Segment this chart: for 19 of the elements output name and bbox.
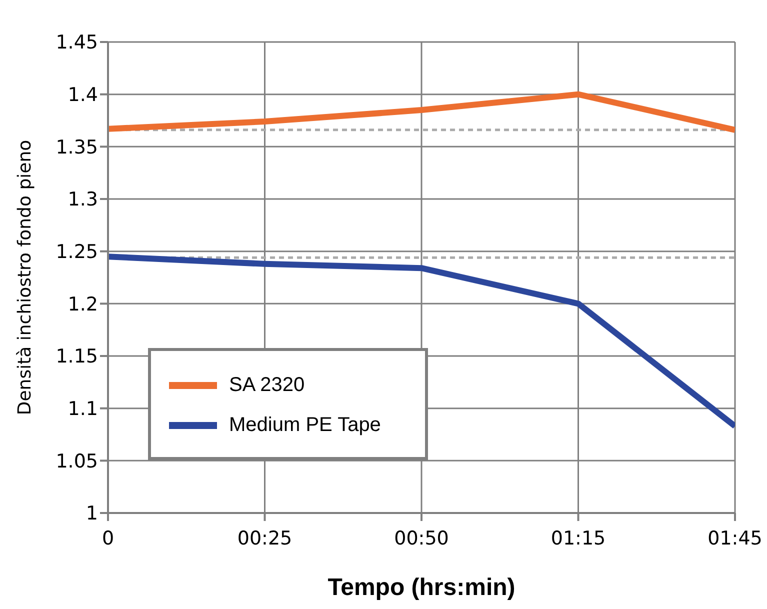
legend-label: SA 2320 (229, 374, 305, 396)
x-tick-label: 01:15 (550, 527, 606, 550)
x-tick-label: 01:45 (708, 527, 762, 550)
y-tick-label: 1.1 (68, 398, 98, 420)
y-tick-label: 1 (86, 502, 98, 525)
y-tick-label: 1.45 (56, 32, 98, 54)
y-tick-label: 1.15 (56, 346, 98, 368)
x-tick-label: 0 (102, 527, 114, 550)
y-tick-label: 1.4 (68, 84, 98, 106)
y-tick-label: 1.35 (56, 136, 98, 158)
y-tick-label: 1.25 (56, 241, 98, 264)
y-tick-label: 1.05 (56, 450, 98, 472)
legend-label: Medium PE Tape (229, 414, 381, 436)
x-tick-label: 00:25 (237, 527, 292, 550)
x-axis-title: Tempo (hrs:min) (328, 574, 516, 601)
y-axis-title: Densità inchiostro fondo pieno (14, 140, 36, 416)
x-tick-label: 00:50 (394, 527, 449, 550)
y-tick-label: 1.2 (68, 293, 98, 316)
y-tick-label: 1.3 (68, 188, 98, 211)
